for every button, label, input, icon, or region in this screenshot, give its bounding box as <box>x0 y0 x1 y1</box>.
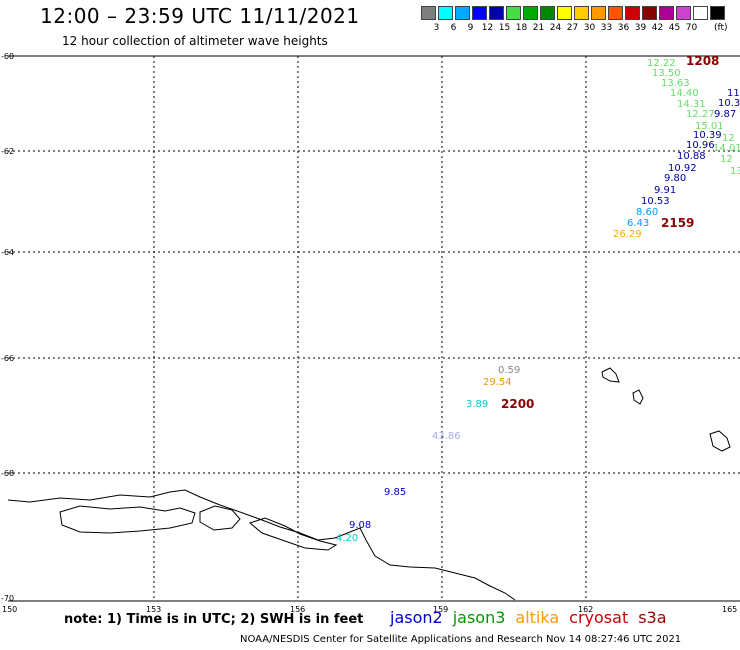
legend-item-cryosat: cryosat <box>569 608 629 627</box>
scale-label: 27 <box>566 23 579 33</box>
scale-swatch <box>608 6 623 20</box>
scale-label: 12 <box>481 23 494 33</box>
wave-height-label: 15.01 <box>695 121 724 132</box>
scale-label: 9 <box>467 23 474 33</box>
scale-swatch <box>455 6 470 20</box>
wave-height-label: 11 <box>727 88 740 99</box>
page-subtitle: 12 hour collection of altimeter wave hei… <box>62 34 328 48</box>
legend-item-s3a: s3a <box>638 608 667 627</box>
scale-label: 15 <box>498 23 511 33</box>
scale-label: 6 <box>450 23 457 33</box>
scale-swatch <box>472 6 487 20</box>
wave-height-label: 10.96 <box>686 140 715 151</box>
legend-item-jason3: jason3 <box>452 608 506 627</box>
scale-swatch <box>642 6 657 20</box>
scale-swatch <box>676 6 691 20</box>
wave-height-label: 13.63 <box>661 78 690 89</box>
longitude-label: 156 <box>290 605 305 614</box>
wave-height-label: 26.29 <box>613 229 642 240</box>
wave-height-label: 10.53 <box>641 196 670 207</box>
scale-label: 21 <box>532 23 545 33</box>
latitude-label: -62 <box>1 147 14 156</box>
latitude-labels: -60 -62 -64 -66 -68 -70 <box>1 52 14 603</box>
note: note: 1) Time is in UTC; 2) SWH is in fe… <box>64 612 364 627</box>
scale-swatch <box>625 6 640 20</box>
wave-height-label: 3.89 <box>466 399 488 410</box>
scale-swatch <box>523 6 538 20</box>
footer: NOAA/NESDIS Center for Satellite Applica… <box>240 634 682 645</box>
longitude-label: 162 <box>578 605 593 614</box>
scale-swatch <box>438 6 453 20</box>
wave-height-label: 9.08 <box>349 520 371 531</box>
pass-time-label: 1208 <box>686 54 719 68</box>
scale-label: 70 <box>685 23 698 33</box>
wave-height-label: 9.91 <box>654 185 676 196</box>
wave-height-label: 9.87 <box>714 109 736 120</box>
latitude-label: -64 <box>1 248 14 257</box>
wave-height-label: 13 <box>730 166 740 177</box>
latitude-label: -68 <box>1 469 14 478</box>
scale-label: 36 <box>617 23 630 33</box>
wave-height-label: 6.43 <box>627 218 649 229</box>
wave-height-label: 12 <box>722 133 735 144</box>
scale-swatch <box>489 6 504 20</box>
legend-item-jason2: jason2 <box>390 608 443 627</box>
scale-label: 42 <box>651 23 664 33</box>
satellite-legend: jason2 jason3 altika cryosat s3a <box>390 608 677 627</box>
wave-height-label: 0.59 <box>498 365 520 376</box>
pass-time-label: 2200 <box>501 397 534 411</box>
scale-swatch <box>506 6 521 20</box>
scale-label: 3 <box>433 23 440 33</box>
scale-swatch <box>591 6 606 20</box>
legend-item-altika: altika <box>515 608 560 627</box>
scale-label: 18 <box>515 23 528 33</box>
scale-label: 33 <box>600 23 613 33</box>
scale-label: 39 <box>634 23 647 33</box>
scale-unit: (ft) <box>714 23 728 33</box>
antarctic-coastline <box>7 489 516 601</box>
wave-height-label: 29.54 <box>483 377 512 388</box>
longitude-label: 153 <box>146 605 161 614</box>
scale-swatch <box>693 6 708 20</box>
wave-height-label: 4.20 <box>336 533 358 544</box>
wave-height-label: 9.85 <box>384 487 406 498</box>
latitude-label: -66 <box>1 354 14 363</box>
scale-swatch <box>540 6 555 20</box>
scale-swatch <box>659 6 674 20</box>
scale-swatch <box>557 6 572 20</box>
wave-height-label: 14.01 <box>713 143 740 154</box>
scale-label: 30 <box>583 23 596 33</box>
scale-label: 45 <box>668 23 681 33</box>
wave-height-label: 9.80 <box>664 173 686 184</box>
graticule <box>8 56 740 601</box>
page-title: 12:00 – 23:59 UTC 11/11/2021 <box>40 4 360 28</box>
wave-height-label: 10.39 <box>693 130 722 141</box>
scale-swatch <box>574 6 589 20</box>
scale-label: 24 <box>549 23 562 33</box>
wave-height-label: 10.3 <box>718 98 740 109</box>
wave-height-label: 43.86 <box>432 431 461 442</box>
scale-swatch <box>710 6 725 20</box>
wave-height-label: 12.22 <box>647 58 676 69</box>
longitude-label: 165 <box>722 605 737 614</box>
pass-times: 1208 2159 2200 <box>501 54 719 411</box>
wave-height-label: 10.92 <box>668 163 697 174</box>
latitude-label: -60 <box>1 52 14 61</box>
wave-height-label: 12 <box>720 154 733 165</box>
longitude-labels: 150 153 156 159 162 165 <box>2 605 737 614</box>
longitude-label: 159 <box>433 605 448 614</box>
wave-height-label: 13.50 <box>652 68 681 79</box>
pass-time-label: 2159 <box>661 216 694 230</box>
wave-height-label: 12.27 <box>686 109 715 120</box>
wave-height-label: 10.88 <box>677 151 706 162</box>
wave-height-label: 8.60 <box>636 207 658 218</box>
latitude-label: -70 <box>1 594 14 603</box>
wave-height-label: 14.31 <box>677 99 706 110</box>
scale-swatch <box>421 6 436 20</box>
wave-height-label: 14.40 <box>670 88 699 99</box>
longitude-label: 150 <box>2 605 17 614</box>
